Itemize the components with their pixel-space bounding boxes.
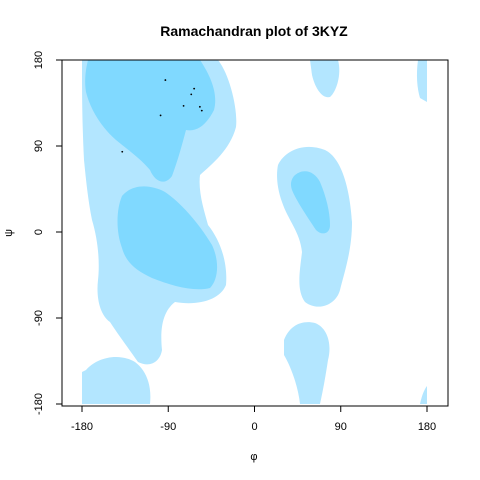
- x-tick-label: 0: [251, 421, 257, 433]
- favored-regions: [85, 60, 330, 290]
- favored-region-beta: [85, 60, 216, 182]
- data-point: [121, 150, 124, 153]
- chart-title: Ramachandran plot of 3KYZ: [160, 23, 348, 39]
- data-point: [182, 104, 185, 107]
- allowed-region-bottom-right: [420, 386, 427, 404]
- allowed-region-top-right: [416, 60, 427, 102]
- data-point: [200, 109, 203, 112]
- x-tick-label: -180: [71, 421, 93, 433]
- allowed-region-bottom-mid: [284, 322, 330, 404]
- favored-region-left-alpha: [290, 171, 330, 234]
- data-point: [193, 87, 196, 90]
- x-tick-label: 90: [335, 421, 347, 433]
- x-tick-label: 180: [418, 421, 436, 433]
- data-point: [198, 105, 201, 108]
- y-axis: -180 -90 0 90 180: [33, 51, 63, 415]
- allowed-region-top-mid: [310, 60, 340, 98]
- y-tick-label: -90: [33, 310, 45, 326]
- data-point: [164, 79, 167, 81]
- data-points: [121, 79, 203, 153]
- x-tick-label: -90: [160, 421, 176, 433]
- y-tick-label: -180: [33, 393, 45, 415]
- allowed-region-lower-left: [82, 356, 151, 404]
- favored-region-alpha: [117, 186, 218, 290]
- data-point: [159, 114, 162, 117]
- y-tick-label: 90: [33, 140, 45, 152]
- data-point: [190, 93, 193, 96]
- x-axis-label: φ: [250, 451, 257, 463]
- y-axis-label: ψ: [3, 229, 15, 237]
- x-axis: -180 -90 0 90 180: [71, 405, 436, 433]
- y-tick-label: 180: [33, 51, 45, 69]
- plot-region: [82, 60, 427, 404]
- y-tick-label: 0: [33, 229, 45, 235]
